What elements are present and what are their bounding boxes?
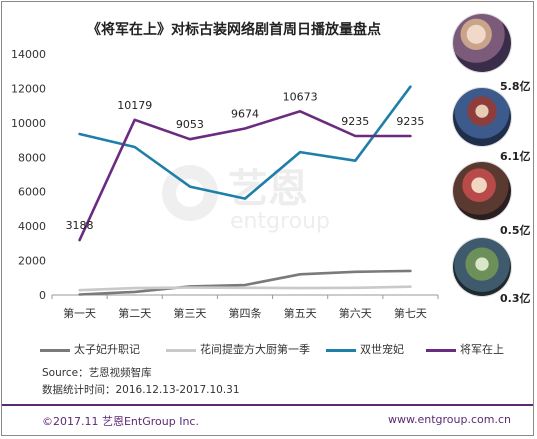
chart-axes: 0 2000 4000 6000 8000 10000 12000 14000 第一天 第二天 第三… xyxy=(11,48,439,320)
source-note: Source：艺恩视频智库 xyxy=(42,367,152,379)
series-line-3 xyxy=(78,85,412,200)
x-tick-label: 第五天 xyxy=(284,306,317,320)
legend-swatch-4 xyxy=(426,348,456,352)
data-label: 9053 xyxy=(176,118,204,131)
watermark-brand-en: entgroup xyxy=(230,209,330,234)
series-line-4 xyxy=(78,110,412,242)
y-tick-label: 6000 xyxy=(18,186,46,199)
y-tick-label: 8000 xyxy=(18,151,46,164)
legend-label-2: 花间提壶方大厨第一季 xyxy=(200,343,310,356)
total-label-2: 6.1亿 xyxy=(500,150,531,163)
x-tick-label: 第四条 xyxy=(229,306,262,320)
legend-label-3: 双世宠妃 xyxy=(360,343,404,356)
legend-swatch-3 xyxy=(326,348,356,352)
y-tick-label: 10000 xyxy=(11,117,46,130)
legend-item-1: 太子妃升职记 xyxy=(40,341,140,357)
y-tick-label: 12000 xyxy=(11,82,46,95)
y-tick-label: 2000 xyxy=(18,255,46,268)
stats-time-note: 数据统计时间：2016.12.13-2017.10.31 xyxy=(42,384,240,396)
legend-label-4: 将军在上 xyxy=(460,343,504,356)
data-label: 9235 xyxy=(396,115,424,128)
legend-label-1: 太子妃升职记 xyxy=(74,343,140,356)
data-label: 9674 xyxy=(231,107,259,120)
data-label: 9235 xyxy=(341,115,369,128)
entgroup-watermark: 艺恩 entgroup xyxy=(162,165,330,234)
chart-legend: 太子妃升职记 花间提壶方大厨第一季 双世宠妃 将军在上 xyxy=(40,341,523,357)
total-label-4: 0.3亿 xyxy=(500,292,531,305)
total-label-3: 0.5亿 xyxy=(500,224,531,237)
series-line-1 xyxy=(78,269,412,296)
y-tick-label: 0 xyxy=(39,289,46,302)
poster-image-1 xyxy=(453,14,511,72)
series-layer xyxy=(78,85,412,296)
legend-item-2: 花间提壶方大厨第一季 xyxy=(166,341,310,357)
y-tick-label: 14000 xyxy=(11,48,46,61)
legend-swatch-1 xyxy=(40,348,70,352)
series-line-2 xyxy=(78,285,412,292)
y-tick-label: 4000 xyxy=(18,220,46,233)
line-chart: 艺恩 entgroup 《将军在上》对标古装网络剧首周日播放量盘点 0 2000 4… xyxy=(11,21,439,320)
poster-image-4 xyxy=(453,238,511,296)
x-tick-label: 第一天 xyxy=(63,306,96,320)
watermark-brand-cn: 艺恩 xyxy=(228,166,308,212)
poster-image-3 xyxy=(453,162,511,220)
footer-divider xyxy=(2,404,533,406)
x-tick-label: 第二天 xyxy=(118,306,151,320)
data-label: 10673 xyxy=(283,90,318,103)
chart-title: 《将军在上》对标古装网络剧首周日播放量盘点 xyxy=(87,21,381,38)
total-label-1: 5.8亿 xyxy=(500,80,531,93)
x-tick-label: 第六天 xyxy=(339,306,372,320)
legend-item-4: 将军在上 xyxy=(426,341,504,357)
x-tick-label: 第七天 xyxy=(394,306,427,320)
legend-item-3: 双世宠妃 xyxy=(326,341,404,357)
footer-copyright: ©2017.11 艺恩EntGroup Inc. xyxy=(42,415,199,428)
legend-swatch-2 xyxy=(166,348,196,352)
data-label: 10179 xyxy=(117,99,152,112)
poster-image-2 xyxy=(453,88,511,146)
data-labels: 3188 10179 9053 9674 10673 9235 9235 xyxy=(66,90,425,232)
data-label: 3188 xyxy=(66,219,94,232)
x-tick-label: 第三天 xyxy=(173,306,206,320)
footer-website: www.entgroup.com.cn xyxy=(388,413,511,426)
